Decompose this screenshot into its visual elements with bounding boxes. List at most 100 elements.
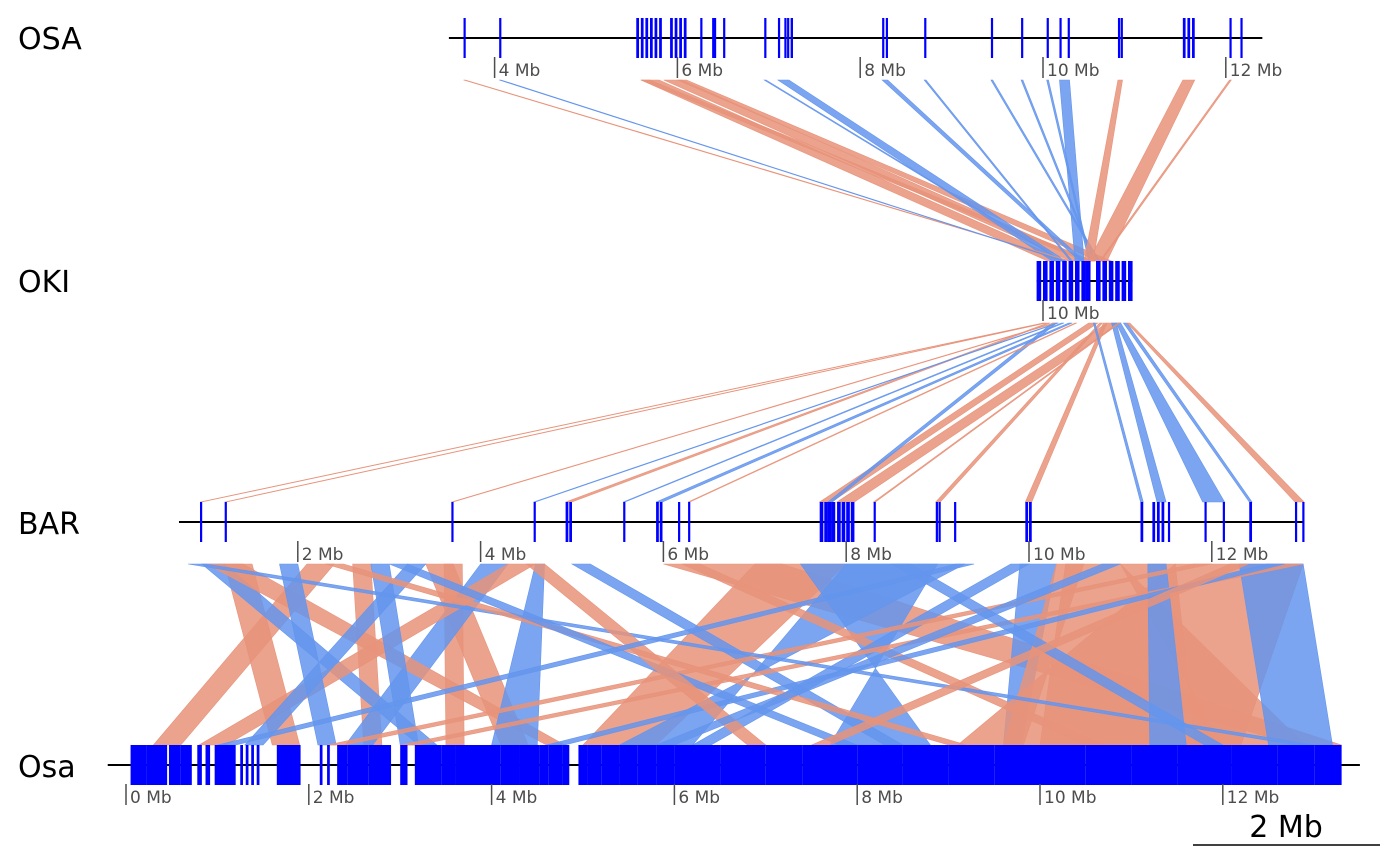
gene-block xyxy=(764,18,767,58)
track-label-bar: BAR xyxy=(18,507,80,542)
gene-block xyxy=(1115,261,1120,301)
gene-block xyxy=(712,18,715,58)
gene-block xyxy=(850,502,855,542)
tick-label: 8 Mb xyxy=(850,545,892,565)
gene-block xyxy=(562,745,570,785)
gene-block xyxy=(819,502,824,542)
gene-block xyxy=(1140,502,1144,542)
gene-block xyxy=(1067,18,1070,58)
gene-block xyxy=(368,745,392,785)
gene-block xyxy=(319,745,323,785)
synteny-link xyxy=(499,79,1066,262)
gene-block xyxy=(659,502,663,542)
gene-block xyxy=(683,18,687,58)
gene-block xyxy=(224,502,227,542)
gene-block xyxy=(1085,261,1091,301)
gene-block xyxy=(347,745,355,785)
tick-label: 10 Mb xyxy=(1047,61,1100,81)
gene-block xyxy=(548,745,563,785)
gene-block xyxy=(765,745,803,785)
track-label-oki: OKI xyxy=(18,265,70,300)
gene-block xyxy=(451,502,454,542)
synteny-link xyxy=(1111,322,1167,503)
gene-block xyxy=(276,745,301,785)
gene-block xyxy=(565,502,569,542)
gene-block xyxy=(1167,502,1171,542)
synteny-link xyxy=(1122,322,1253,503)
gene-block xyxy=(327,745,330,785)
gene-block xyxy=(519,745,540,785)
gene-block xyxy=(654,18,658,58)
gene-block xyxy=(1156,502,1160,542)
gene-block xyxy=(674,18,678,58)
gene-block xyxy=(1102,261,1107,301)
gene-block xyxy=(569,502,572,542)
gene-block xyxy=(1049,261,1054,301)
track-oki: 10 Mb xyxy=(1036,261,1133,324)
gene-block xyxy=(1043,261,1048,301)
track-bar: 2 Mb 4 Mb 6 Mb 8 Mb 10 Mb 12 Mb xyxy=(178,502,1305,565)
synteny-link xyxy=(776,79,1067,262)
gene-block xyxy=(463,18,466,58)
gene-block xyxy=(802,745,858,785)
gene-block xyxy=(1182,18,1186,58)
gene-block xyxy=(180,745,192,785)
gene-block xyxy=(1231,745,1278,785)
gene-block xyxy=(1177,745,1232,785)
tick-label: 12 Mb xyxy=(1216,545,1269,565)
gene-block xyxy=(1074,261,1080,301)
gene-block xyxy=(1294,502,1298,542)
tick-label: 4 Mb xyxy=(485,545,527,565)
gene-block xyxy=(656,745,675,785)
gene-block xyxy=(245,745,249,785)
gene-block xyxy=(1055,261,1061,301)
track-label-osa-lower: Osa xyxy=(18,750,76,785)
gene-block xyxy=(1229,18,1232,58)
gene-block xyxy=(636,18,640,58)
tick-label: 2 Mb xyxy=(313,788,355,808)
gene-block xyxy=(640,18,644,58)
tick-label: 8 Mb xyxy=(861,788,903,808)
gene-block xyxy=(533,502,536,542)
gene-block xyxy=(1128,261,1133,301)
synteny-link xyxy=(199,322,1045,503)
gene-block xyxy=(601,745,620,785)
gene-block xyxy=(455,745,501,785)
scale-bar: 2 Mb xyxy=(1193,810,1380,846)
gene-block xyxy=(1131,745,1178,785)
gene-block xyxy=(649,18,653,58)
tick-label: 4 Mb xyxy=(499,61,541,81)
gene-block xyxy=(935,502,938,542)
gene-block xyxy=(1302,502,1305,542)
tick-label: 8 Mb xyxy=(864,61,906,81)
synteny-link xyxy=(1115,322,1226,503)
gene-block xyxy=(902,745,949,785)
gene-block xyxy=(1249,502,1253,542)
gene-block xyxy=(713,18,717,58)
gene-block xyxy=(251,745,254,785)
gene-block xyxy=(500,745,520,785)
tick-label: 6 Mb xyxy=(667,545,709,565)
gene-block xyxy=(1314,745,1342,785)
gene-block xyxy=(1187,18,1191,58)
gene-block xyxy=(587,745,602,785)
gene-block xyxy=(777,18,781,58)
gene-block xyxy=(659,18,662,58)
track-label-osa-upper: OSA xyxy=(18,22,82,57)
gene-block xyxy=(1096,261,1101,301)
gene-block xyxy=(1029,502,1032,542)
tick-label: 6 Mb xyxy=(681,61,723,81)
gene-block xyxy=(400,745,408,785)
gene-block xyxy=(205,745,211,785)
tick-label: 12 Mb xyxy=(1227,788,1280,808)
gene-block xyxy=(954,502,957,542)
gene-block xyxy=(1277,745,1315,785)
gene-block xyxy=(990,18,994,58)
gene-block xyxy=(831,502,836,542)
tick-label: 6 Mb xyxy=(678,788,720,808)
tick-label: 12 Mb xyxy=(1230,61,1283,81)
tick-label: 10 Mb xyxy=(1033,545,1086,565)
gene-block xyxy=(700,18,703,58)
synteny-links xyxy=(152,79,1342,746)
